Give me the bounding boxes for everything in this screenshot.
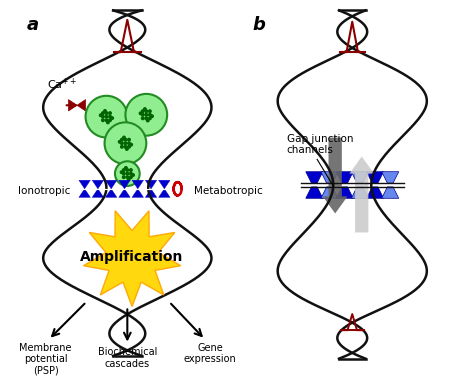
Text: Gap junction
channels: Gap junction channels [287, 134, 353, 155]
Circle shape [129, 175, 133, 179]
Polygon shape [77, 100, 86, 111]
Polygon shape [159, 180, 170, 189]
Circle shape [108, 118, 112, 122]
Circle shape [101, 118, 105, 122]
Polygon shape [119, 180, 130, 189]
Circle shape [101, 115, 105, 119]
Text: Metabotropic: Metabotropic [194, 186, 263, 196]
Circle shape [141, 113, 145, 117]
Polygon shape [321, 172, 338, 183]
Circle shape [125, 168, 129, 172]
Polygon shape [366, 172, 383, 183]
Circle shape [141, 109, 145, 113]
Text: Ionotropic: Ionotropic [18, 186, 70, 196]
Polygon shape [351, 187, 368, 198]
Circle shape [148, 109, 152, 113]
Circle shape [123, 141, 128, 145]
Circle shape [105, 122, 146, 164]
Polygon shape [159, 189, 170, 197]
Circle shape [118, 140, 122, 144]
Circle shape [141, 116, 145, 120]
FancyArrow shape [349, 157, 374, 232]
Text: Membrane
potential
(PSP): Membrane potential (PSP) [19, 342, 72, 376]
Polygon shape [119, 189, 130, 197]
Polygon shape [79, 180, 91, 189]
Circle shape [120, 141, 124, 145]
Circle shape [143, 107, 147, 111]
Circle shape [123, 137, 128, 142]
Circle shape [103, 109, 107, 113]
Circle shape [119, 170, 124, 174]
Circle shape [120, 145, 124, 149]
Circle shape [122, 172, 126, 175]
Polygon shape [306, 187, 323, 198]
Circle shape [127, 137, 131, 142]
Circle shape [127, 141, 131, 145]
Circle shape [115, 161, 140, 186]
Polygon shape [382, 187, 399, 198]
Text: Amplification: Amplification [81, 250, 184, 264]
Polygon shape [92, 189, 104, 197]
Circle shape [108, 115, 112, 119]
Circle shape [125, 147, 129, 151]
Text: Ca$^{++}$: Ca$^{++}$ [46, 77, 77, 92]
Polygon shape [83, 211, 181, 306]
Circle shape [144, 113, 148, 117]
Circle shape [125, 172, 129, 175]
Circle shape [144, 116, 148, 120]
Circle shape [125, 175, 129, 179]
Polygon shape [351, 172, 368, 183]
Circle shape [126, 94, 167, 136]
FancyArrow shape [323, 137, 347, 213]
Circle shape [129, 172, 133, 175]
Circle shape [101, 111, 105, 115]
Polygon shape [366, 187, 383, 198]
Polygon shape [146, 180, 157, 189]
Circle shape [120, 137, 124, 142]
Polygon shape [79, 189, 91, 197]
Circle shape [104, 115, 109, 119]
Polygon shape [68, 100, 77, 111]
Polygon shape [336, 172, 353, 183]
Text: Gene
expression: Gene expression [183, 342, 236, 364]
Circle shape [104, 118, 109, 122]
Circle shape [129, 168, 133, 172]
Circle shape [148, 116, 152, 120]
Polygon shape [336, 187, 353, 198]
Text: b: b [253, 16, 265, 34]
Circle shape [108, 111, 112, 115]
Circle shape [104, 111, 109, 115]
Circle shape [122, 136, 126, 139]
Circle shape [129, 143, 133, 147]
Circle shape [106, 120, 110, 124]
Polygon shape [92, 180, 104, 189]
Circle shape [86, 96, 128, 137]
Text: a: a [27, 16, 39, 34]
Polygon shape [106, 189, 117, 197]
Circle shape [122, 175, 126, 179]
Circle shape [123, 145, 128, 149]
Polygon shape [106, 180, 117, 189]
Circle shape [99, 113, 103, 117]
Circle shape [146, 118, 150, 123]
Polygon shape [132, 189, 144, 197]
Polygon shape [146, 189, 157, 197]
Circle shape [110, 116, 114, 120]
Circle shape [127, 177, 131, 181]
Circle shape [127, 145, 131, 149]
Circle shape [138, 111, 143, 115]
Polygon shape [321, 187, 338, 198]
Circle shape [150, 114, 154, 118]
Circle shape [148, 113, 152, 117]
Polygon shape [382, 172, 399, 183]
Circle shape [124, 166, 128, 170]
Circle shape [131, 173, 135, 177]
Polygon shape [132, 180, 144, 189]
Text: Biochemical
cascades: Biochemical cascades [98, 347, 157, 369]
Circle shape [144, 109, 148, 113]
Polygon shape [306, 172, 323, 183]
Circle shape [122, 168, 126, 172]
